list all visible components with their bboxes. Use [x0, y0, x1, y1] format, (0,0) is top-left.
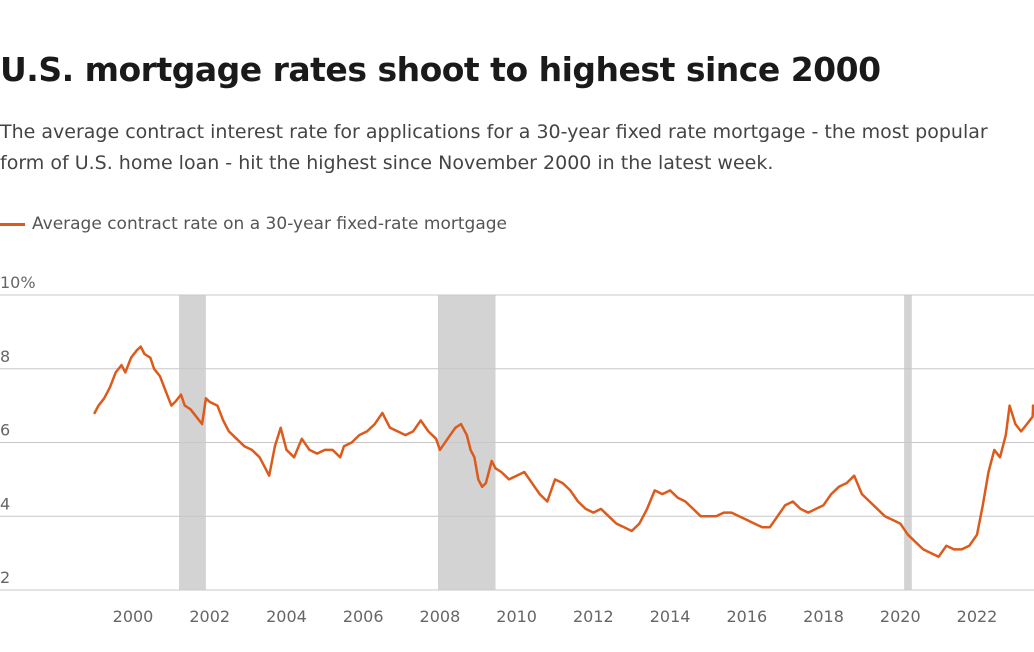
x-tick-label-2002: 2002 [189, 607, 230, 626]
series-line-1 [93, 345, 1034, 559]
chart-title: U.S. mortgage rates shoot to highest sin… [0, 50, 881, 89]
legend-label: Average contract rate on a 30-year fixed… [32, 214, 507, 234]
x-tick-label-2014: 2014 [650, 607, 691, 626]
line-chart: 10% 8 6 4 2 2000 2002 2004 2006 2008 2010 2012 2014… [0, 273, 1034, 626]
y-axis-ticks: 10% 8 6 4 2 [0, 273, 36, 587]
x-tick-label-2016: 2016 [726, 607, 767, 626]
x-axis-ticks: 2000 2002 2004 2006 2008 2010 2012 2014 2016 2018… [113, 607, 998, 626]
y-tick-label-6: 6 [0, 421, 10, 440]
y-tick-label-10: 10% [0, 273, 36, 292]
x-tick-label-2000: 2000 [113, 607, 154, 626]
subtitle-line-1: The average contract interest rate for a… [0, 121, 988, 143]
x-tick-label-2010: 2010 [496, 607, 537, 626]
y-tick-label-4: 4 [0, 494, 10, 513]
x-tick-label-2012: 2012 [573, 607, 614, 626]
y-tick-label-2: 2 [0, 568, 10, 587]
series-lines [93, 345, 1034, 559]
x-tick-label-2008: 2008 [420, 607, 461, 626]
subtitle-line-2: form of U.S. home loan - hit the highest… [0, 152, 774, 174]
chart-subtitle: The average contract interest rate for a… [0, 117, 1034, 179]
x-tick-label-2022: 2022 [957, 607, 998, 626]
chart-legend: Average contract rate on a 30-year fixed… [0, 214, 507, 234]
y-tick-label-8: 8 [0, 347, 10, 366]
x-tick-label-2018: 2018 [803, 607, 844, 626]
x-tick-label-2020: 2020 [880, 607, 921, 626]
legend-swatch [0, 222, 25, 226]
x-tick-label-2004: 2004 [266, 607, 307, 626]
x-tick-label-2006: 2006 [343, 607, 384, 626]
gridlines [0, 294, 1034, 591]
